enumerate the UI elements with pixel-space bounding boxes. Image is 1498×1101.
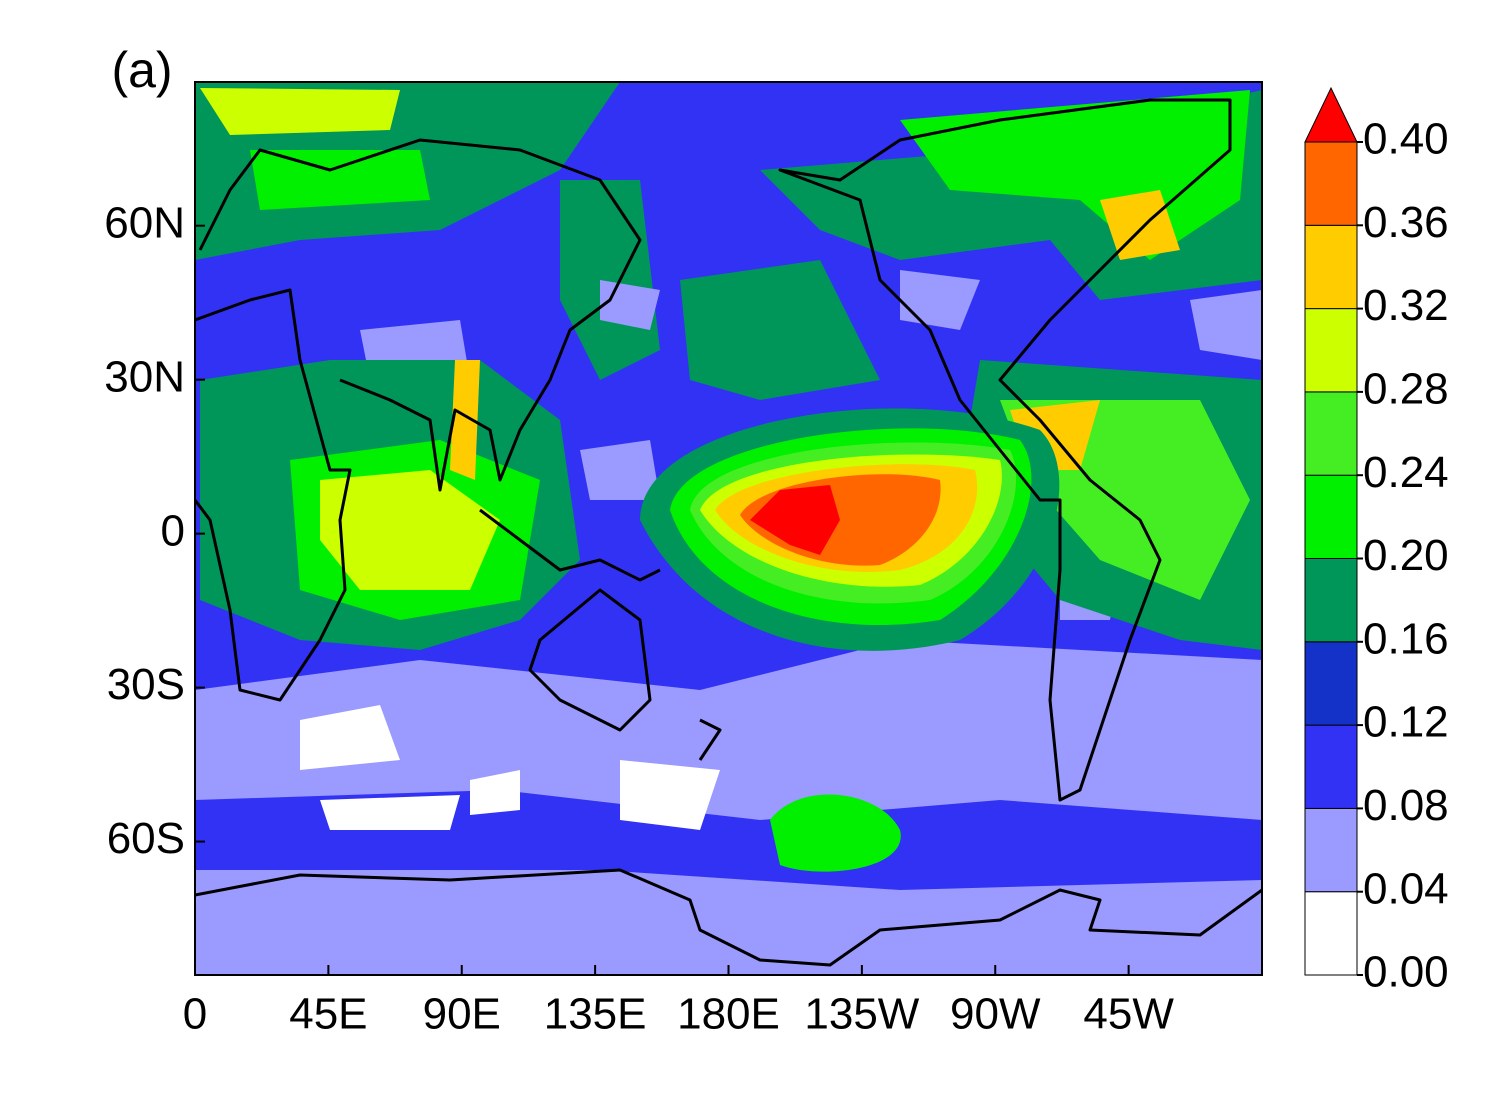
colorbar-cell xyxy=(1304,807,1358,893)
colorbar-label: 0.08 xyxy=(1363,781,1449,830)
colorbar-label: 0.24 xyxy=(1363,448,1449,497)
colorbar-label: 0.16 xyxy=(1363,614,1449,663)
colorbar-cell xyxy=(1304,391,1358,476)
colorbar-cell xyxy=(1304,308,1358,393)
x-tick-label: 135E xyxy=(544,990,647,1039)
colorbar-cell xyxy=(1304,558,1358,643)
coastline xyxy=(479,508,722,761)
y-tick-label: 60N xyxy=(104,198,185,247)
contour-region xyxy=(195,790,1262,890)
x-tick-label: 45E xyxy=(289,990,367,1039)
x-tick-label: 45W xyxy=(1083,990,1174,1039)
colorbar-extension xyxy=(1304,86,1358,143)
coastlines xyxy=(195,98,1262,967)
contour-field xyxy=(195,82,1262,975)
contour-region xyxy=(200,88,400,135)
colorbar-label: 0.40 xyxy=(1363,115,1449,164)
colorbar-label: 0.12 xyxy=(1363,698,1449,747)
contour-region xyxy=(750,485,840,555)
panel-label: (a) xyxy=(111,42,172,98)
coastline xyxy=(778,98,1232,802)
colorbar-label: 0.28 xyxy=(1363,365,1449,414)
x-tick-label: 135W xyxy=(804,990,919,1039)
y-tick-label: 30S xyxy=(107,660,185,709)
x-tick-label: 90W xyxy=(950,990,1041,1039)
coastline xyxy=(198,138,642,492)
y-tick-label: 60S xyxy=(107,814,185,863)
colorbar-cell xyxy=(1304,474,1358,560)
colorbar-cell xyxy=(1304,724,1358,809)
contour-region xyxy=(1100,190,1180,260)
x-tick-label: 0 xyxy=(183,990,207,1039)
contour-region xyxy=(680,260,880,400)
y-tick-label: 0 xyxy=(161,506,185,555)
colorbar-cell xyxy=(1304,641,1358,726)
contour-region xyxy=(450,360,480,480)
contour-region xyxy=(320,470,500,590)
colorbar-label: 0.04 xyxy=(1363,864,1449,913)
coastline xyxy=(528,588,652,732)
colorbar-label: 0.36 xyxy=(1363,198,1449,247)
coastline xyxy=(195,868,1262,967)
x-tick-label: 180E xyxy=(677,990,780,1039)
colorbar-label: 0.32 xyxy=(1363,281,1449,330)
contour-region xyxy=(195,870,1262,975)
colorbar-label: 0.20 xyxy=(1363,531,1449,580)
colorbar-cell xyxy=(1304,891,1358,976)
coastline xyxy=(195,288,352,702)
contour-region xyxy=(250,150,430,210)
contour-region xyxy=(770,794,901,872)
y-tick-label: 30N xyxy=(104,352,185,401)
colorbar-cell xyxy=(1304,224,1358,310)
colorbar-label: 0.00 xyxy=(1363,948,1449,997)
x-tick-label: 90E xyxy=(423,990,501,1039)
colorbar-cell xyxy=(1304,141,1358,226)
